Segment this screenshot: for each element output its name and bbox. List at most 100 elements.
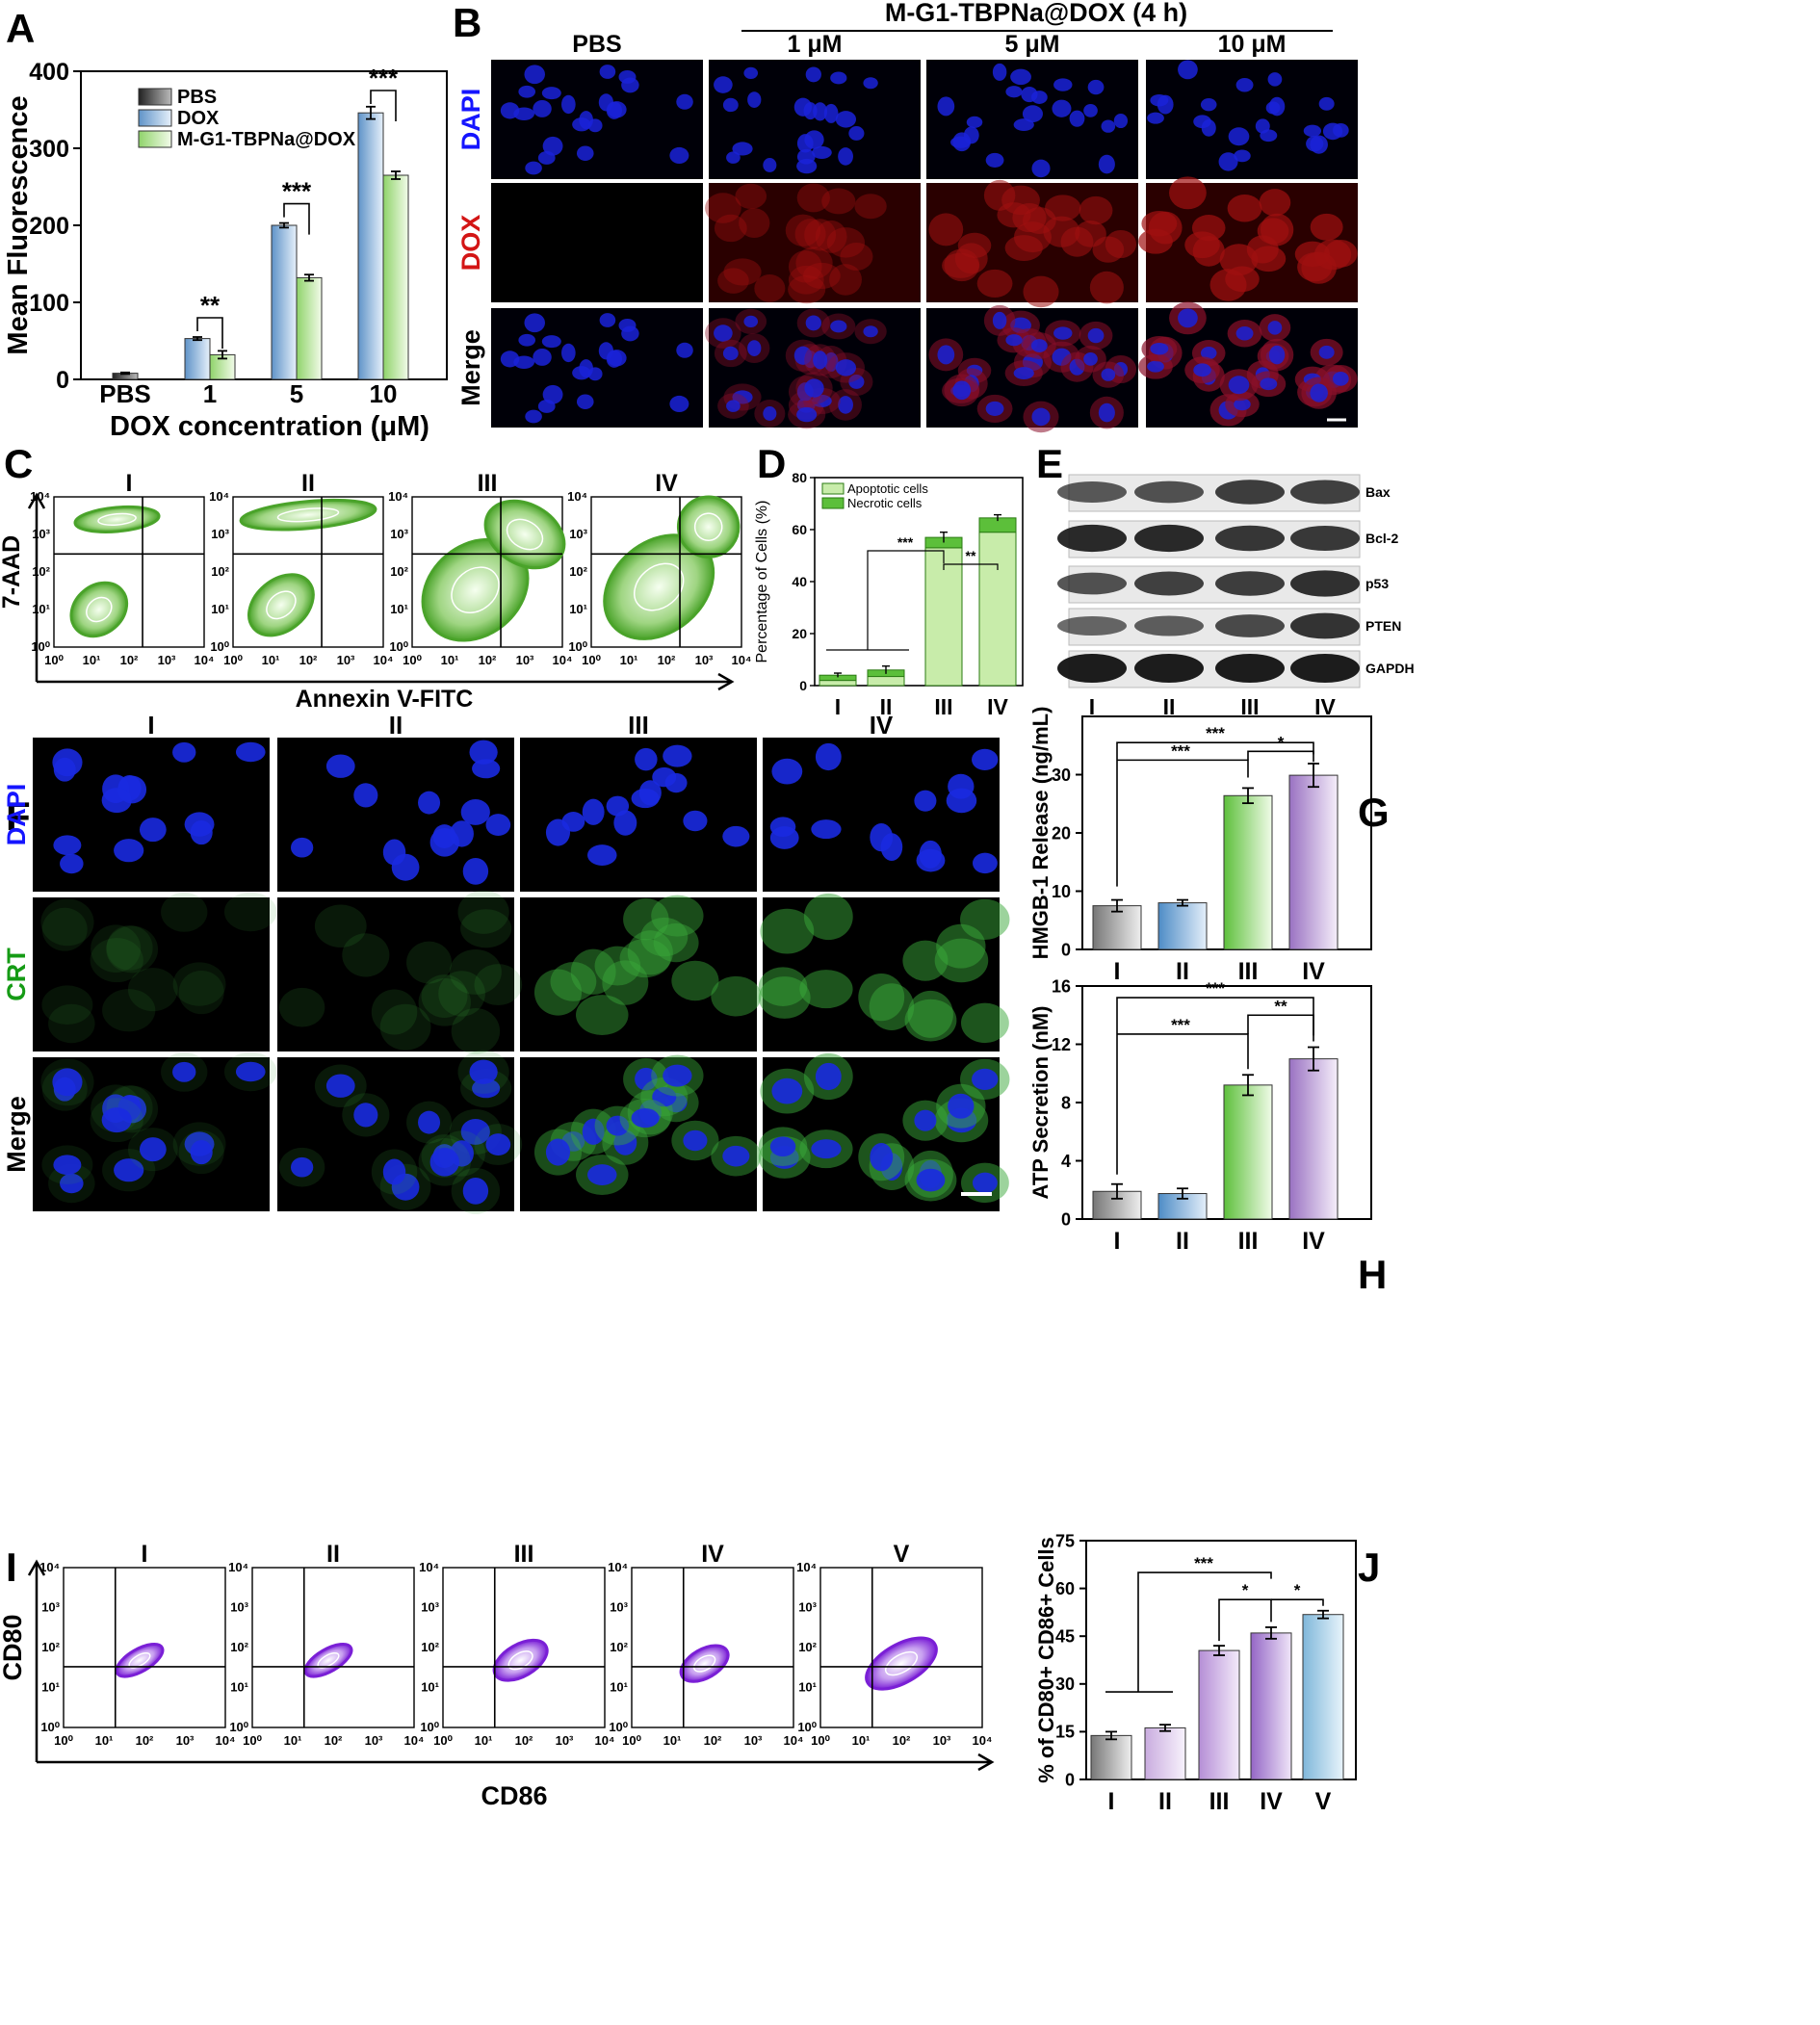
panel-b-nucleus — [576, 145, 594, 161]
panel-i-flow-density-contour — [679, 1644, 730, 1683]
panel-f-nucleus — [353, 783, 378, 808]
panel-b-merge-nucleus — [572, 366, 591, 380]
chart-a-significance-stars: ** — [200, 291, 221, 320]
panel-f-merge-nucleus — [418, 1110, 441, 1134]
panel-f-nucleus — [973, 852, 998, 874]
panel-f-nucleus — [52, 748, 83, 777]
panel-c-flow-ytick-label: 10³ — [32, 527, 50, 541]
chart-a-ytick-label: 100 — [29, 290, 69, 317]
panel-b-dox-cell — [717, 268, 749, 294]
chart-h-ytick-label: 16 — [1052, 976, 1071, 996]
panel-b-merge-nucleus — [1083, 352, 1098, 366]
chart-j-significance — [1271, 1598, 1324, 1606]
panel-f-nucleus — [635, 747, 658, 771]
chart-h-ytick-label: 4 — [1061, 1152, 1071, 1171]
panel-f-image — [763, 738, 1000, 892]
panel-f-nucleus — [914, 790, 937, 812]
chart-h-bar — [1288, 1058, 1339, 1220]
panel-f-crt-cell — [278, 987, 325, 1027]
chart-d-legend-label: Necrotic cells — [847, 496, 923, 510]
chart-a-xlabel: DOX concentration (μM) — [110, 411, 429, 442]
chart-h-significance-stars: ** — [1274, 997, 1287, 1015]
panel-i-flow-inner-contour — [884, 1650, 919, 1676]
panel-f-crt-cell — [627, 930, 673, 975]
chart-j-category-label: I — [1108, 1788, 1115, 1815]
panel-e-protein-label: Bax — [1365, 484, 1391, 500]
panel-b-nucleus — [722, 97, 739, 113]
panel-c-flow-density-contour — [69, 581, 129, 638]
panel-b-merge-nucleus — [722, 346, 739, 361]
panel-f-merge-nucleus — [114, 1158, 144, 1182]
panel-b-column-label: 1 μM — [788, 31, 843, 58]
panel-b-merge-nucleus — [763, 406, 777, 421]
panel-letter-j: J — [1358, 1545, 1380, 1590]
panel-b-merge-nucleus — [1193, 363, 1211, 377]
panel-c-flow-ytick-label: 10⁰ — [568, 639, 587, 654]
panel-c-flow-ytick-label: 10⁴ — [567, 489, 587, 504]
panel-f-crt-cell — [460, 909, 512, 948]
panel-f-merge-nucleus — [811, 1139, 842, 1159]
panel-i-flow-ytick-label: 10² — [230, 1640, 248, 1654]
panel-e-band — [1057, 654, 1127, 683]
chart-a-legend-label: PBS — [177, 87, 217, 108]
panel-b-dox-cell — [1004, 235, 1043, 261]
panel-b-merge-nucleus — [1234, 398, 1251, 411]
panel-f-nucleus — [462, 857, 489, 885]
panel-c-flow-density-contour — [73, 505, 161, 533]
panel-c-flow-ytick-label: 10³ — [211, 527, 229, 541]
panel-b-image — [491, 183, 703, 302]
panel-b-nucleus — [1101, 119, 1116, 133]
chart-a-significance — [196, 317, 223, 349]
panel-c-flow-inner-contour — [266, 590, 297, 620]
panel-f-nucleus — [53, 835, 82, 856]
panel-f-group-label: II — [389, 711, 403, 740]
panel-i-flow-xtick-label: 10³ — [744, 1733, 763, 1748]
panel-c-flow-xtick-label: 10⁴ — [732, 653, 752, 667]
panel-f-nucleus — [683, 810, 708, 832]
panel-c-flow-xtick-label: 10⁰ — [582, 653, 601, 667]
panel-b-dox-cell — [794, 219, 826, 250]
chart-h-category-label: I — [1114, 1228, 1121, 1255]
panel-b-merge-nucleus — [1332, 372, 1349, 386]
panel-b-nucleus — [952, 132, 972, 152]
panel-b-dox-cell — [976, 269, 1013, 298]
chart-h-category-label: III — [1238, 1228, 1259, 1255]
panel-f-crt-cell — [41, 985, 93, 1025]
panel-i-flow-plot — [251, 1567, 415, 1728]
panel-letter-e: E — [1036, 441, 1063, 486]
panel-f-merge-nucleus — [462, 1177, 489, 1205]
chart-a-category-label: 10 — [370, 379, 398, 408]
panel-b-nucleus — [796, 158, 818, 174]
panel-f-crt-cell — [803, 893, 853, 941]
panel-b-merge-nucleus — [726, 400, 741, 412]
panel-b-nucleus — [1267, 72, 1283, 87]
panel-b-nucleus — [726, 151, 741, 164]
panel-e-band — [1057, 524, 1127, 553]
chart-a-bar — [357, 112, 384, 380]
panel-c-flow-xtick-label: 10¹ — [441, 653, 459, 667]
panel-b-nucleus — [1083, 104, 1098, 117]
panel-b-nucleus — [1234, 149, 1251, 163]
panel-f-crt-cell — [457, 890, 509, 934]
chart-a-significance-stars: *** — [282, 177, 312, 206]
panel-f-merge-nucleus — [916, 1168, 946, 1192]
panel-b-dox-cell — [735, 183, 767, 209]
panel-f-crt-cell — [161, 892, 208, 932]
panel-b-dox-cell — [788, 250, 822, 283]
panel-f-nucleus — [587, 844, 617, 866]
panel-b-nucleus — [1200, 98, 1217, 112]
panel-b-nucleus — [1052, 99, 1072, 117]
panel-c-flow-xtick-label: 10² — [120, 653, 139, 667]
chart-j-ytick-label: 45 — [1055, 1627, 1075, 1647]
panel-f-row-label: Merge — [2, 1096, 31, 1173]
panel-b-nucleus — [599, 65, 616, 79]
panel-b-merge-nucleus — [732, 390, 753, 404]
panel-f-nucleus — [290, 837, 314, 858]
panel-e-band — [1134, 480, 1204, 504]
panel-f-merge-nucleus — [582, 1118, 605, 1145]
panel-c-flow-xtick-label: 10⁰ — [223, 653, 243, 667]
panel-b-merge-nucleus — [676, 342, 693, 358]
